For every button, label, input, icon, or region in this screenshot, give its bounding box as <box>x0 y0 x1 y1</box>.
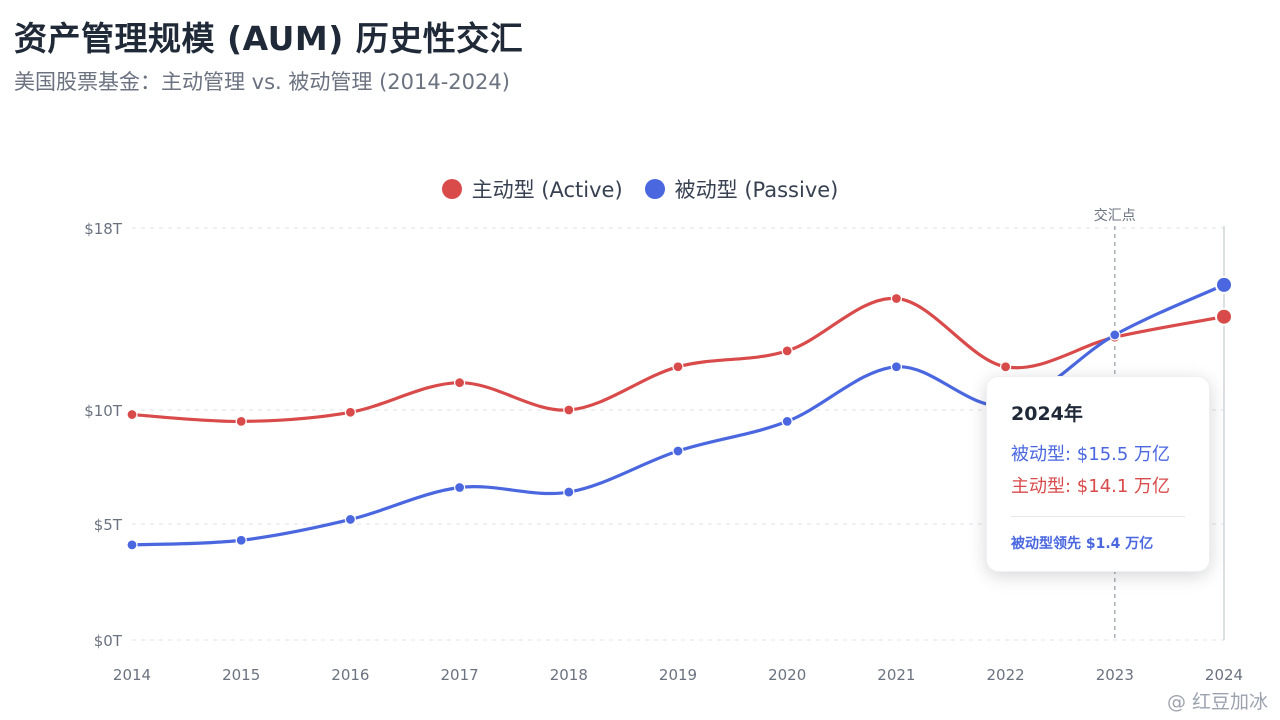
data-point-passive[interactable] <box>1215 275 1233 294</box>
x-tick-label: 2019 <box>659 666 697 684</box>
tooltip-lead-text: 被动型领先 $1.4 万亿 <box>1011 536 1154 552</box>
data-point-passive[interactable] <box>1109 329 1121 341</box>
tooltip-divider <box>1011 516 1185 517</box>
data-point-passive[interactable] <box>890 361 903 373</box>
data-point-active[interactable] <box>890 292 903 305</box>
x-tick-label: 2017 <box>441 666 479 684</box>
y-tick-label: $10T <box>84 402 123 420</box>
data-point-passive[interactable] <box>344 513 356 526</box>
x-tick-label: 2023 <box>1096 666 1134 684</box>
data-point-passive[interactable] <box>672 445 684 457</box>
data-point-active[interactable] <box>344 406 356 418</box>
crossover-label: 交汇点 <box>1094 207 1136 224</box>
tooltip-passive-value: 被动型: $15.5 万亿 <box>1011 444 1171 465</box>
data-point-passive[interactable] <box>235 534 247 546</box>
data-point-passive[interactable] <box>126 539 138 551</box>
hover-tooltip: 2024年 被动型: $15.5 万亿 主动型: $14.1 万亿 被动型领先 … <box>986 376 1210 572</box>
tooltip-title: 2024年 <box>1011 403 1083 425</box>
series-layer <box>126 275 1233 551</box>
data-point-active[interactable] <box>126 408 138 421</box>
data-point-active[interactable] <box>672 361 684 373</box>
x-tick-label: 2021 <box>877 666 915 684</box>
x-tick-label: 2014 <box>113 666 151 684</box>
legend-item-active[interactable]: 主动型 (Active) <box>441 174 623 204</box>
data-point-active[interactable] <box>781 345 793 357</box>
data-point-active[interactable] <box>235 415 247 427</box>
data-point-active[interactable] <box>454 377 466 389</box>
x-tick-label: 2022 <box>987 666 1025 684</box>
legend-dot-active <box>441 179 462 199</box>
legend-label-active: 主动型 (Active) <box>471 178 623 202</box>
y-tick-label: $18T <box>84 220 123 238</box>
tooltip-active-value: 主动型: $14.1 万亿 <box>1011 476 1171 497</box>
data-point-passive[interactable] <box>563 486 575 498</box>
x-tick-label: 2015 <box>222 666 260 684</box>
x-tick-label: 2024 <box>1205 666 1243 684</box>
data-point-active[interactable] <box>999 361 1012 373</box>
legend-item-passive[interactable]: 被动型 (Passive) <box>644 174 839 204</box>
data-point-active[interactable] <box>1215 307 1233 326</box>
x-tick-label: 2020 <box>768 666 806 684</box>
x-tick-label: 2018 <box>550 666 588 684</box>
data-point-active[interactable] <box>563 404 575 416</box>
x-tick-label: 2016 <box>331 666 369 684</box>
chart-legend: 主动型 (Active) 被动型 (Passive) <box>0 174 1280 204</box>
page-title: 资产管理规模 (AUM) 历史性交汇 <box>14 19 524 58</box>
axis-layer: $0T $5T $10T $18T 2014 2015 2016 2017 2018 2019 20… <box>84 220 1243 684</box>
data-point-passive[interactable] <box>454 481 466 494</box>
y-tick-label: $5T <box>94 516 123 534</box>
watermark: @ 红豆加冰 <box>1166 691 1268 713</box>
legend-label-passive: 被动型 (Passive) <box>674 178 839 202</box>
y-tick-label: $0T <box>94 632 123 650</box>
legend-dot-passive <box>644 179 665 199</box>
page-subtitle: 美国股票基金：主动管理 vs. 被动管理 (2014-2024) <box>14 70 510 94</box>
data-point-passive[interactable] <box>781 415 793 427</box>
